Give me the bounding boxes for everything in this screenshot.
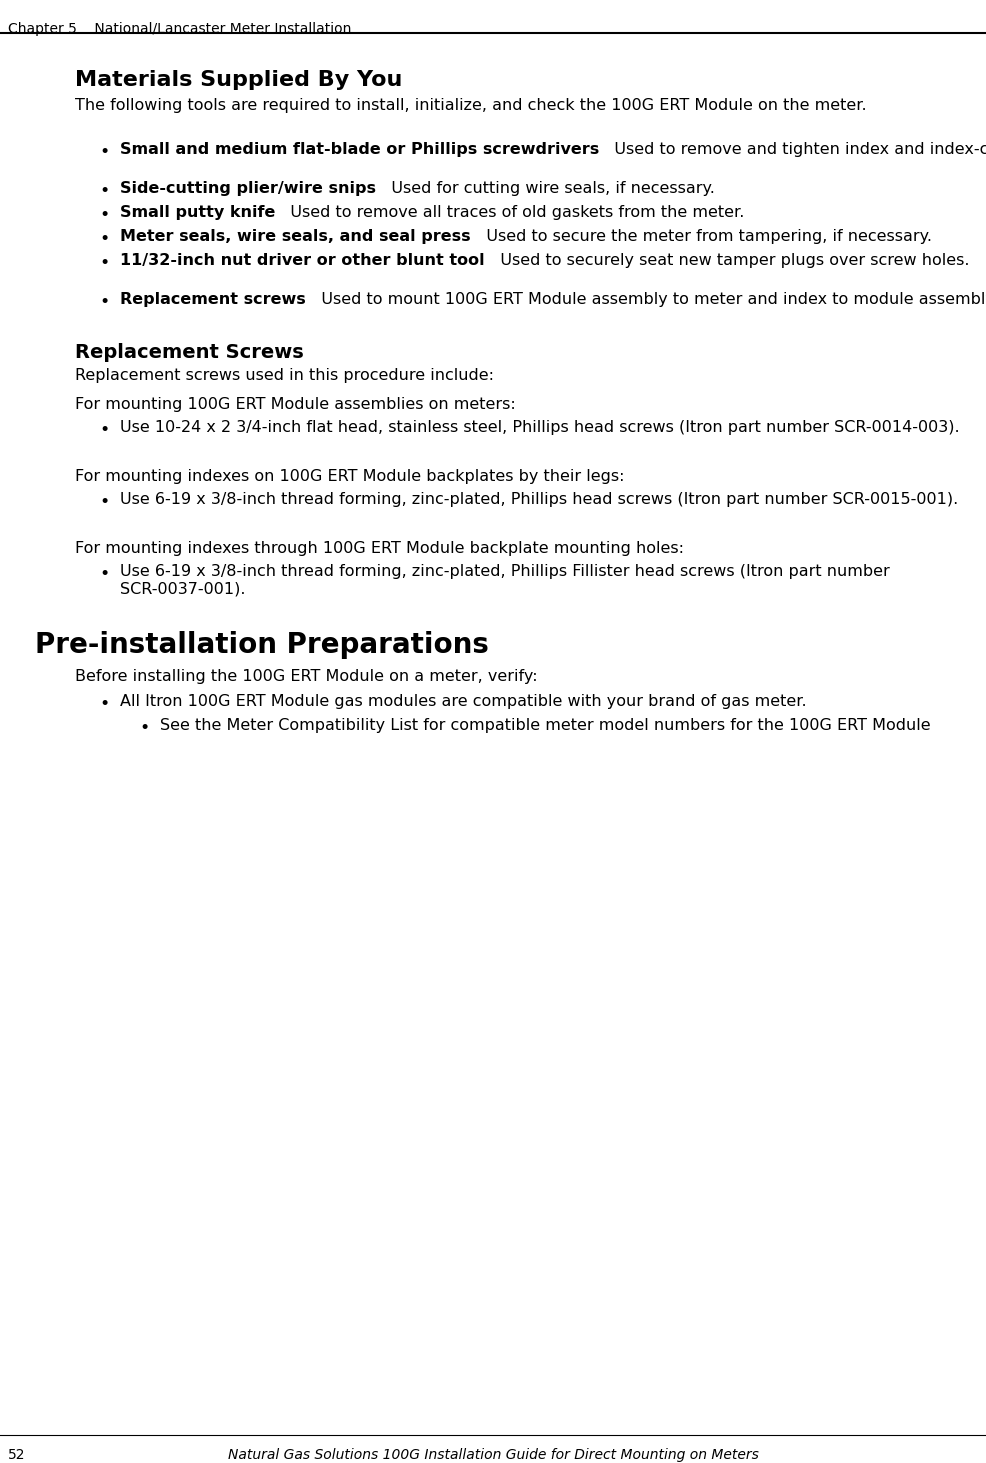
Text: •: • — [140, 718, 150, 737]
Text: •: • — [100, 565, 110, 582]
Text: Chapter 5    National/Lancaster Meter Installation: Chapter 5 National/Lancaster Meter Insta… — [8, 22, 351, 37]
Text: Use 10-24 x 2 3/4-inch flat head, stainless steel, Phillips head screws (Itron p: Use 10-24 x 2 3/4-inch flat head, stainl… — [120, 420, 958, 435]
Text: •: • — [100, 230, 110, 249]
Text: •: • — [100, 143, 110, 161]
Text: Used to remove all traces of old gaskets from the meter.: Used to remove all traces of old gaskets… — [275, 205, 744, 219]
Text: Replacement Screws: Replacement Screws — [75, 342, 304, 361]
Text: Pre-installation Preparations: Pre-installation Preparations — [35, 631, 488, 658]
Text: •: • — [100, 181, 110, 200]
Text: The following tools are required to install, initialize, and check the 100G ERT : The following tools are required to inst… — [75, 98, 866, 113]
Text: •: • — [100, 293, 110, 312]
Text: Used to mount 100G ERT Module assembly to meter and index to module assembly bac: Used to mount 100G ERT Module assembly t… — [306, 293, 986, 307]
Text: 52: 52 — [8, 1448, 26, 1462]
Text: Replacement screws: Replacement screws — [120, 293, 306, 307]
Text: •: • — [100, 695, 110, 712]
Text: Used to remove and tighten index and index-cover screws.: Used to remove and tighten index and ind… — [599, 142, 986, 157]
Text: Before installing the 100G ERT Module on a meter, verify:: Before installing the 100G ERT Module on… — [75, 669, 537, 685]
Text: •: • — [100, 206, 110, 224]
Text: Used to securely seat new tamper plugs over screw holes.: Used to securely seat new tamper plugs o… — [484, 253, 968, 268]
Text: For mounting indexes through 100G ERT Module backplate mounting holes:: For mounting indexes through 100G ERT Mo… — [75, 541, 683, 556]
Text: •: • — [100, 255, 110, 272]
Text: All Itron 100G ERT Module gas modules are compatible with your brand of gas mete: All Itron 100G ERT Module gas modules ar… — [120, 693, 806, 710]
Text: Replacement screws used in this procedure include:: Replacement screws used in this procedur… — [75, 369, 494, 383]
Text: Used to secure the meter from tampering, if necessary.: Used to secure the meter from tampering,… — [470, 230, 931, 244]
Text: For mounting 100G ERT Module assemblies on meters:: For mounting 100G ERT Module assemblies … — [75, 396, 516, 413]
Text: See the Meter Compatibility List for compatible meter model numbers for the 100G: See the Meter Compatibility List for com… — [160, 718, 930, 733]
Text: For mounting indexes on 100G ERT Module backplates by their legs:: For mounting indexes on 100G ERT Module … — [75, 470, 624, 484]
Text: Use 6-19 x 3/8-inch thread forming, zinc-plated, Phillips Fillister head screws : Use 6-19 x 3/8-inch thread forming, zinc… — [120, 565, 888, 597]
Text: Side-cutting plier/wire snips: Side-cutting plier/wire snips — [120, 181, 376, 196]
Text: Small putty knife: Small putty knife — [120, 205, 275, 219]
Text: Small and medium flat-blade or Phillips screwdrivers: Small and medium flat-blade or Phillips … — [120, 142, 599, 157]
Text: •: • — [100, 421, 110, 439]
Text: Used for cutting wire seals, if necessary.: Used for cutting wire seals, if necessar… — [376, 181, 714, 196]
Text: Meter seals, wire seals, and seal press: Meter seals, wire seals, and seal press — [120, 230, 470, 244]
Text: Natural Gas Solutions 100G Installation Guide for Direct Mounting on Meters: Natural Gas Solutions 100G Installation … — [228, 1448, 758, 1462]
Text: Materials Supplied By You: Materials Supplied By You — [75, 70, 402, 91]
Text: •: • — [100, 493, 110, 511]
Text: 11/32-inch nut driver or other blunt tool: 11/32-inch nut driver or other blunt too… — [120, 253, 484, 268]
Text: Use 6-19 x 3/8-inch thread forming, zinc-plated, Phillips head screws (Itron par: Use 6-19 x 3/8-inch thread forming, zinc… — [120, 492, 957, 508]
